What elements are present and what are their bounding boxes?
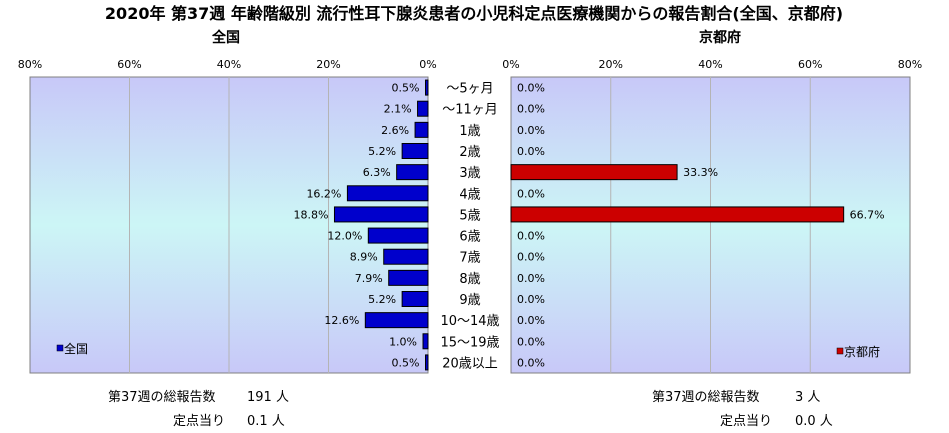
- national-bar: [425, 79, 429, 96]
- left-tick-label: 20%: [316, 58, 340, 71]
- kyoto-value-label: 0.0%: [517, 293, 545, 306]
- national-bar: [425, 354, 429, 371]
- national-value-label: 2.6%: [381, 124, 409, 137]
- age-category-label: 3歳: [459, 166, 480, 181]
- national-bar: [396, 164, 429, 181]
- age-category-label: 20歳以上: [442, 356, 498, 371]
- national-bar: [414, 121, 429, 138]
- national-value-label: 12.0%: [327, 230, 362, 243]
- kyoto-value-label: 0.0%: [517, 356, 545, 369]
- kyoto-legend-swatch: [836, 347, 844, 355]
- kyoto-value-label: 0.0%: [517, 82, 545, 95]
- left-tick-label: 40%: [217, 58, 241, 71]
- age-category-label: 7歳: [459, 251, 480, 266]
- age-category-label: 6歳: [459, 230, 480, 245]
- left-panel-title: 全国: [211, 29, 240, 46]
- kyoto-bar: [510, 164, 678, 181]
- left-tick-label: 60%: [117, 58, 141, 71]
- left-per-label: 定点当り: [173, 414, 226, 429]
- national-bar: [346, 185, 429, 202]
- kyoto-value-label: 0.0%: [517, 335, 545, 348]
- right-tick-label: 60%: [798, 58, 822, 71]
- left-tick-label: 80%: [18, 58, 42, 71]
- kyoto-value-label: 33.3%: [683, 166, 718, 179]
- right-tick-label: 20%: [599, 58, 623, 71]
- national-bar: [422, 333, 429, 350]
- kyoto-value-label: 0.0%: [517, 145, 545, 158]
- national-value-label: 1.0%: [389, 335, 417, 348]
- national-bar: [401, 291, 429, 307]
- national-value-label: 5.2%: [368, 145, 396, 158]
- right-panel-title: 京都府: [699, 29, 741, 46]
- age-category-label: 4歳: [459, 187, 480, 202]
- national-bar: [388, 269, 429, 286]
- kyoto-value-label: 0.0%: [517, 314, 545, 327]
- kyoto-value-label: 0.0%: [517, 230, 545, 243]
- kyoto-value-label: 0.0%: [517, 251, 545, 264]
- national-value-label: 2.1%: [384, 103, 412, 116]
- age-category-label: 2歳: [459, 145, 480, 160]
- age-category-label: 15～19歳: [440, 335, 499, 350]
- kyoto-value-label: 0.0%: [517, 103, 545, 116]
- right-tick-label: 0%: [502, 58, 519, 71]
- national-value-label: 8.9%: [350, 251, 378, 264]
- age-category-label: 10～14歳: [440, 314, 499, 329]
- kyoto-value-label: 0.0%: [517, 272, 545, 285]
- kyoto-legend-label: 京都府: [844, 344, 880, 359]
- national-value-label: 18.8%: [294, 208, 329, 221]
- national-value-label: 6.3%: [363, 166, 391, 179]
- right-per-label: 定点当り: [720, 414, 773, 429]
- national-value-label: 7.9%: [355, 272, 383, 285]
- left-total-label: 第37週の総報告数: [108, 390, 216, 405]
- kyoto-value-label: 0.0%: [517, 124, 545, 137]
- chart-title: 2020年 第37週 年齢階級別 流行性耳下腺炎患者の小児科定点医療機関からの報…: [105, 4, 843, 23]
- national-value-label: 0.5%: [392, 82, 420, 95]
- kyoto-value-label: 66.7%: [850, 208, 885, 221]
- right-per-value: 0.0 人: [795, 414, 833, 429]
- national-bar: [367, 227, 429, 244]
- left-total-value: 191 人: [247, 390, 289, 405]
- left-tick-label: 0%: [419, 58, 436, 71]
- national-bar: [333, 206, 429, 223]
- right-tick-label: 80%: [898, 58, 922, 71]
- national-value-label: 0.5%: [392, 356, 420, 369]
- national-bar: [383, 248, 429, 265]
- kyoto-bar: [510, 206, 845, 223]
- kyoto-value-label: 0.0%: [517, 187, 545, 200]
- right-total-label: 第37週の総報告数: [652, 390, 760, 405]
- left-per-value: 0.1 人: [247, 414, 285, 429]
- age-category-label: 1歳: [459, 124, 480, 139]
- age-category-label: 5歳: [459, 208, 480, 223]
- national-value-label: 5.2%: [368, 293, 396, 306]
- right-tick-label: 40%: [698, 58, 722, 71]
- right-total-value: 3 人: [795, 390, 821, 405]
- age-category-label: ～5ヶ月: [446, 82, 493, 97]
- age-category-label: 8歳: [459, 272, 480, 287]
- national-legend-swatch: [56, 344, 64, 352]
- national-legend-label: 全国: [64, 341, 88, 356]
- age-category-label: 9歳: [459, 293, 480, 308]
- national-value-label: 16.2%: [306, 187, 341, 200]
- national-bar: [364, 312, 429, 329]
- national-value-label: 12.6%: [324, 314, 359, 327]
- national-bar: [417, 100, 429, 117]
- age-category-label: ～11ヶ月: [442, 103, 498, 118]
- national-bar: [401, 143, 429, 159]
